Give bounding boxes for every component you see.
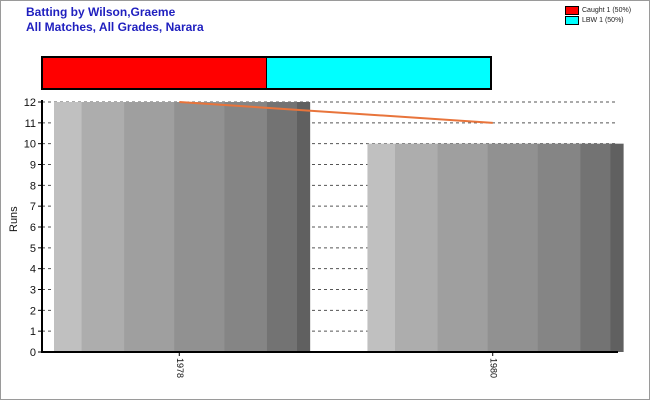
stacked-segment-lbw	[266, 56, 492, 90]
legend-item-caught: Caught 1 (50%)	[565, 5, 631, 15]
trend-line	[179, 101, 493, 124]
bar-1978-band	[297, 102, 311, 352]
bar-1980-band	[395, 143, 439, 352]
legend-item-lbw: LBW 1 (50%)	[565, 15, 631, 25]
y-tick-label: 11	[25, 118, 36, 130]
y-tick-label: 3	[30, 285, 36, 297]
x-tick-label: 1980	[488, 358, 498, 378]
bar-1978-band	[174, 102, 225, 352]
bar-1978-band	[54, 102, 83, 352]
y-tick-label: 1	[30, 326, 36, 338]
y-tick-label: 5	[30, 243, 36, 255]
bar-1980-band	[580, 143, 612, 352]
bar-1980-band	[537, 143, 582, 352]
bar-1978-band	[266, 102, 298, 352]
x-tick-label: 1978	[175, 358, 185, 378]
y-tick-label: 2	[30, 305, 36, 317]
bar-1980-band	[367, 143, 396, 352]
legend-label-caught: Caught 1 (50%)	[582, 6, 632, 14]
chart-subtitle: All Matches, All Grades, Narara	[26, 20, 204, 34]
bar-1980-band	[437, 143, 489, 352]
legend: Caught 1 (50%) LBW 1 (50%)	[565, 5, 631, 25]
chart-title: Batting by Wilson,Graeme	[26, 5, 176, 19]
legend-swatch-caught	[565, 5, 579, 15]
legend-label-lbw: LBW 1 (50%)	[582, 16, 624, 24]
stacked-bar-outline	[41, 56, 492, 90]
legend-swatch-lbw	[565, 15, 579, 25]
bar-1980-band	[610, 143, 624, 352]
bar-1978-band	[124, 102, 175, 352]
stacked-segment-caught	[41, 56, 267, 90]
y-tick-label: 10	[24, 139, 36, 151]
y-tick-label: 12	[24, 97, 36, 109]
bar-1978-band	[224, 102, 268, 352]
y-tick-label: 7	[30, 201, 36, 213]
y-tick-label: 9	[30, 160, 36, 172]
bar-1978-band	[81, 102, 125, 352]
y-tick-label: 6	[30, 222, 36, 234]
y-tick-label: 8	[30, 180, 36, 192]
y-tick-label: 0	[30, 347, 36, 359]
y-tick-label: 4	[30, 264, 36, 276]
bar-1980-band	[487, 143, 539, 352]
